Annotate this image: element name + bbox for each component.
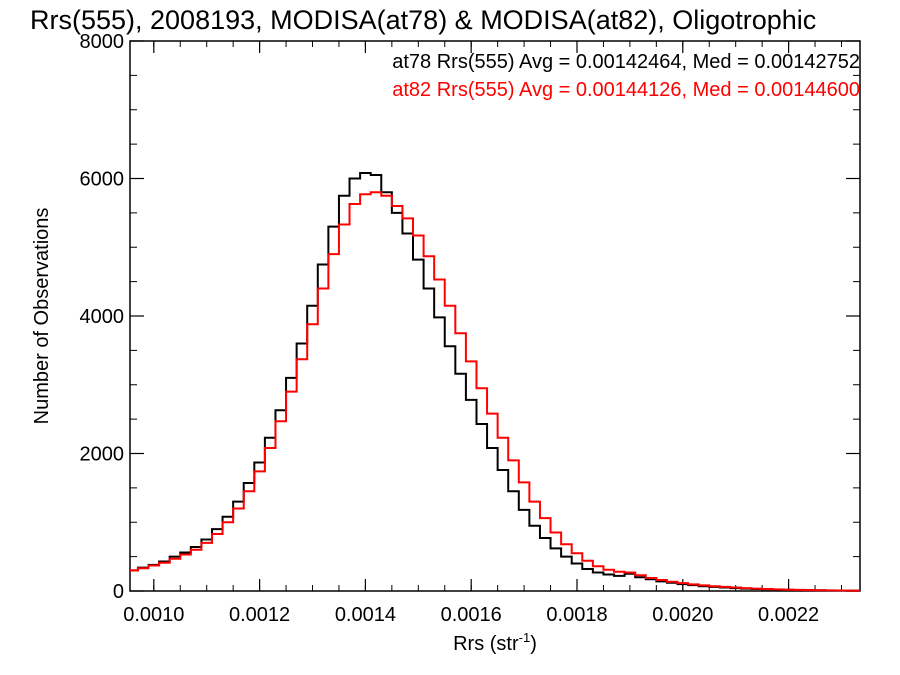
x-tick-label: 0.0022 bbox=[758, 604, 819, 626]
y-tick-labels: 0 2000 4000 6000 8000 bbox=[80, 31, 125, 603]
axis-ticks bbox=[130, 40, 860, 592]
x-axis-label: Rrs (str-1) bbox=[453, 630, 537, 655]
legend-entry-at82: at82 Rrs(555) Avg = 0.00144126, Med = 0.… bbox=[392, 79, 860, 101]
series-line-0 bbox=[130, 172, 860, 592]
x-tick-labels: 0.0010 0.0012 0.0014 0.0016 0.0018 0.0020 0.00… bbox=[123, 604, 819, 626]
x-tick-label: 0.0012 bbox=[229, 604, 290, 626]
x-tick-label: 0.0010 bbox=[123, 604, 184, 626]
y-tick-label: 8000 bbox=[80, 31, 125, 53]
y-tick-label: 4000 bbox=[80, 306, 125, 328]
y-axis-label: Number of Observations bbox=[31, 208, 53, 425]
x-axis-label-close: ) bbox=[530, 633, 537, 655]
x-axis-label-main: Rrs (str bbox=[453, 633, 519, 655]
x-tick-label: 0.0014 bbox=[335, 604, 396, 626]
y-tick-label: 0 bbox=[113, 581, 124, 603]
chart-title: Rrs(555), 2008193, MODISA(at78) & MODISA… bbox=[30, 5, 816, 35]
legend-entry-at78: at78 Rrs(555) Avg = 0.00142464, Med = 0.… bbox=[392, 51, 860, 73]
series-layer bbox=[130, 172, 860, 592]
series-line-1 bbox=[130, 191, 860, 592]
x-tick-label: 0.0020 bbox=[652, 604, 713, 626]
x-tick-label: 0.0016 bbox=[441, 604, 502, 626]
y-tick-label: 2000 bbox=[80, 444, 125, 466]
x-axis-label-superscript: -1 bbox=[519, 630, 531, 645]
y-tick-label: 6000 bbox=[80, 169, 125, 191]
x-tick-label: 0.0018 bbox=[546, 604, 607, 626]
